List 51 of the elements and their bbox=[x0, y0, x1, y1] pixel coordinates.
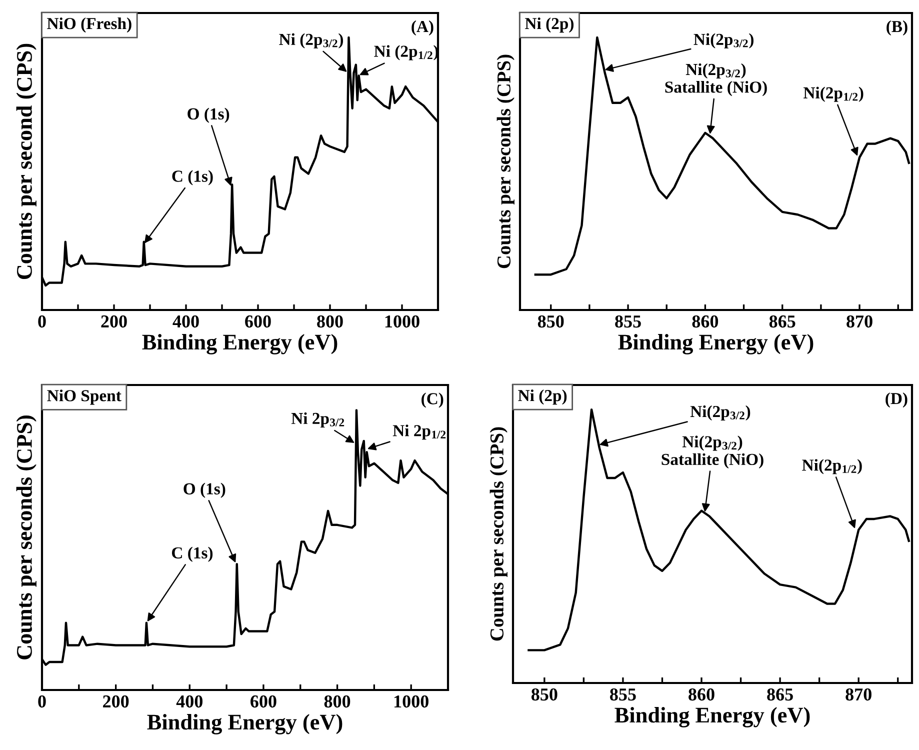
y-axis-title: Counts per seconds (CPS) bbox=[496, 54, 514, 268]
x-tick-label: 870 bbox=[846, 688, 872, 701]
annotation: Ni(2p$_{1/2}$) bbox=[804, 86, 864, 102]
x-axis-title: Binding Energy (eV) bbox=[618, 334, 814, 354]
x-tick-label: 0 bbox=[38, 695, 46, 708]
x-axis-title: Binding Energy (eV) bbox=[147, 714, 342, 734]
annotation: Ni(2p$_{1/2}$) bbox=[802, 459, 862, 474]
chart-title: NiO (Fresh) bbox=[47, 17, 132, 33]
x-axis-title: Binding Energy (eV) bbox=[614, 707, 810, 728]
x-tick-label: 855 bbox=[610, 688, 636, 701]
y-axis-title: Counts per seconds (CPS) bbox=[16, 416, 36, 660]
y-axis-title: Counts per second (CPS) bbox=[16, 44, 36, 280]
annotation: C (1s) bbox=[172, 170, 213, 186]
annotation: C (1s) bbox=[172, 546, 213, 562]
x-axis-title: Binding Energy (eV) bbox=[142, 334, 338, 354]
x-tick-label: 860 bbox=[692, 315, 718, 328]
annotation: Ni(2p$_{3/2}$) Satallite (NiO) bbox=[662, 436, 764, 468]
annotation: Ni (2p$_{3/2}$) bbox=[279, 33, 344, 48]
x-tick-label: 865 bbox=[769, 315, 796, 328]
annotation: Ni 2p$_{1/2}$ bbox=[392, 424, 446, 440]
x-tick-label: 600 bbox=[250, 695, 276, 708]
x-tick-label: 800 bbox=[324, 695, 350, 708]
x-tick-label: 865 bbox=[767, 688, 793, 701]
chart-title: Ni (2p) bbox=[518, 389, 567, 405]
x-tick-label: 850 bbox=[538, 315, 564, 328]
chart-title: NiO Spent bbox=[47, 390, 122, 405]
x-tick-label: 855 bbox=[615, 315, 641, 328]
annotation: Ni(2p$_{3/2}$) Satallite (NiO) bbox=[665, 63, 767, 96]
x-tick-label: 600 bbox=[245, 315, 271, 328]
text: (A) bbox=[412, 20, 434, 36]
annotation: O (1s) bbox=[188, 108, 230, 123]
x-tick-label: 800 bbox=[317, 315, 343, 328]
x-tick-label: 0 bbox=[38, 315, 46, 328]
y-axis-title: Counts per seconds (CPS) bbox=[490, 427, 508, 641]
x-tick-label: 870 bbox=[846, 315, 872, 328]
chart-title: Ni (2p) bbox=[525, 17, 574, 33]
annotation: O (1s) bbox=[184, 482, 226, 498]
text: (D) bbox=[886, 392, 908, 408]
x-tick-label: 1000 bbox=[385, 315, 420, 328]
annotation: Ni(2p$_{3/2}$) bbox=[694, 33, 754, 48]
x-tick-label: 400 bbox=[172, 315, 199, 328]
x-tick-label: 200 bbox=[101, 315, 127, 328]
text: (B) bbox=[886, 20, 908, 36]
x-tick-label: 850 bbox=[531, 688, 558, 701]
x-tick-label: 200 bbox=[103, 695, 129, 708]
x-tick-label: 860 bbox=[688, 688, 714, 701]
annotation: Ni(2p$_{3/2}$) bbox=[690, 405, 750, 421]
annotation: Ni 2p$_{3/2}$ bbox=[291, 412, 344, 428]
x-tick-label: 1000 bbox=[394, 695, 428, 708]
text: (C) bbox=[422, 392, 444, 408]
x-tick-label: 400 bbox=[176, 695, 202, 708]
